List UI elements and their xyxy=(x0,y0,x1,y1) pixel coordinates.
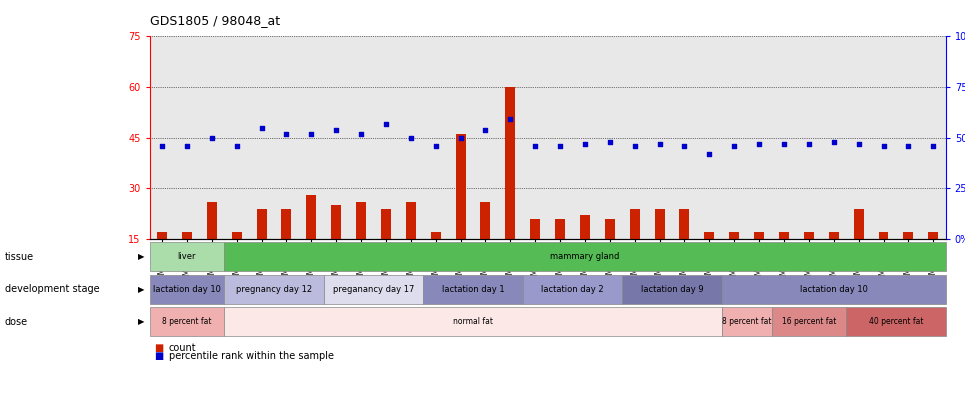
Point xyxy=(378,120,394,127)
Point xyxy=(876,143,892,149)
Text: lactation day 2: lactation day 2 xyxy=(541,285,604,294)
Bar xyxy=(704,232,714,239)
Bar xyxy=(630,209,640,239)
Bar xyxy=(679,209,689,239)
Point xyxy=(528,143,543,149)
Point xyxy=(727,143,742,149)
Bar xyxy=(157,232,167,239)
Text: 16 percent fat: 16 percent fat xyxy=(782,317,836,326)
Text: dose: dose xyxy=(5,317,28,326)
Point xyxy=(478,126,493,133)
Text: pregnancy day 12: pregnancy day 12 xyxy=(235,285,312,294)
Point xyxy=(304,130,319,137)
Bar xyxy=(182,232,192,239)
Bar xyxy=(530,219,540,239)
Point xyxy=(676,143,692,149)
Bar xyxy=(257,209,266,239)
Point xyxy=(279,130,294,137)
Bar xyxy=(854,209,864,239)
Text: lactation day 10: lactation day 10 xyxy=(153,285,221,294)
Point xyxy=(925,143,941,149)
Bar xyxy=(878,232,889,239)
Text: 40 percent fat: 40 percent fat xyxy=(868,317,924,326)
Bar xyxy=(829,232,839,239)
Point xyxy=(577,141,593,147)
Text: count: count xyxy=(169,343,197,353)
Bar xyxy=(207,202,217,239)
Text: ▶: ▶ xyxy=(138,285,145,294)
Point xyxy=(254,124,269,131)
Point xyxy=(776,141,791,147)
Bar xyxy=(903,232,913,239)
Point xyxy=(652,141,668,147)
Point xyxy=(826,139,841,145)
Bar xyxy=(779,232,789,239)
Text: ■: ■ xyxy=(154,352,164,361)
Point xyxy=(427,143,443,149)
Bar xyxy=(356,202,366,239)
Point xyxy=(752,141,767,147)
Text: lactation day 9: lactation day 9 xyxy=(641,285,703,294)
Point xyxy=(702,151,717,157)
Point xyxy=(851,141,867,147)
Text: percentile rank within the sample: percentile rank within the sample xyxy=(169,352,334,361)
Bar xyxy=(730,232,739,239)
Bar xyxy=(430,232,441,239)
Bar xyxy=(481,202,490,239)
Text: development stage: development stage xyxy=(5,284,99,294)
Text: GDS1805 / 98048_at: GDS1805 / 98048_at xyxy=(150,14,280,27)
Point xyxy=(801,141,816,147)
Point xyxy=(353,130,369,137)
Text: ▶: ▶ xyxy=(138,317,145,326)
Bar xyxy=(928,232,938,239)
Point xyxy=(154,143,170,149)
Bar xyxy=(232,232,241,239)
Text: mammary gland: mammary gland xyxy=(550,252,620,261)
Bar xyxy=(406,202,416,239)
Bar xyxy=(306,195,317,239)
Point xyxy=(552,143,567,149)
Text: preganancy day 17: preganancy day 17 xyxy=(333,285,414,294)
Point xyxy=(503,116,518,123)
Point xyxy=(179,143,195,149)
Bar xyxy=(506,87,515,239)
Text: lactation day 1: lactation day 1 xyxy=(442,285,505,294)
Point xyxy=(453,134,468,141)
Point xyxy=(204,134,219,141)
Point xyxy=(403,134,419,141)
Text: ▶: ▶ xyxy=(138,252,145,261)
Bar xyxy=(580,215,590,239)
Point xyxy=(602,139,618,145)
Text: 8 percent fat: 8 percent fat xyxy=(162,317,211,326)
Bar xyxy=(605,219,615,239)
Point xyxy=(900,143,916,149)
Bar xyxy=(381,209,391,239)
Bar xyxy=(754,232,764,239)
Text: lactation day 10: lactation day 10 xyxy=(800,285,868,294)
Bar xyxy=(331,205,342,239)
Text: liver: liver xyxy=(178,252,196,261)
Point xyxy=(627,143,643,149)
Text: ■: ■ xyxy=(154,343,164,353)
Point xyxy=(328,126,344,133)
Bar xyxy=(804,232,813,239)
Bar xyxy=(455,134,465,239)
Point xyxy=(229,143,244,149)
Text: 8 percent fat: 8 percent fat xyxy=(722,317,771,326)
Bar xyxy=(555,219,565,239)
Text: normal fat: normal fat xyxy=(453,317,493,326)
Text: tissue: tissue xyxy=(5,252,34,262)
Bar xyxy=(282,209,291,239)
Bar xyxy=(654,209,665,239)
